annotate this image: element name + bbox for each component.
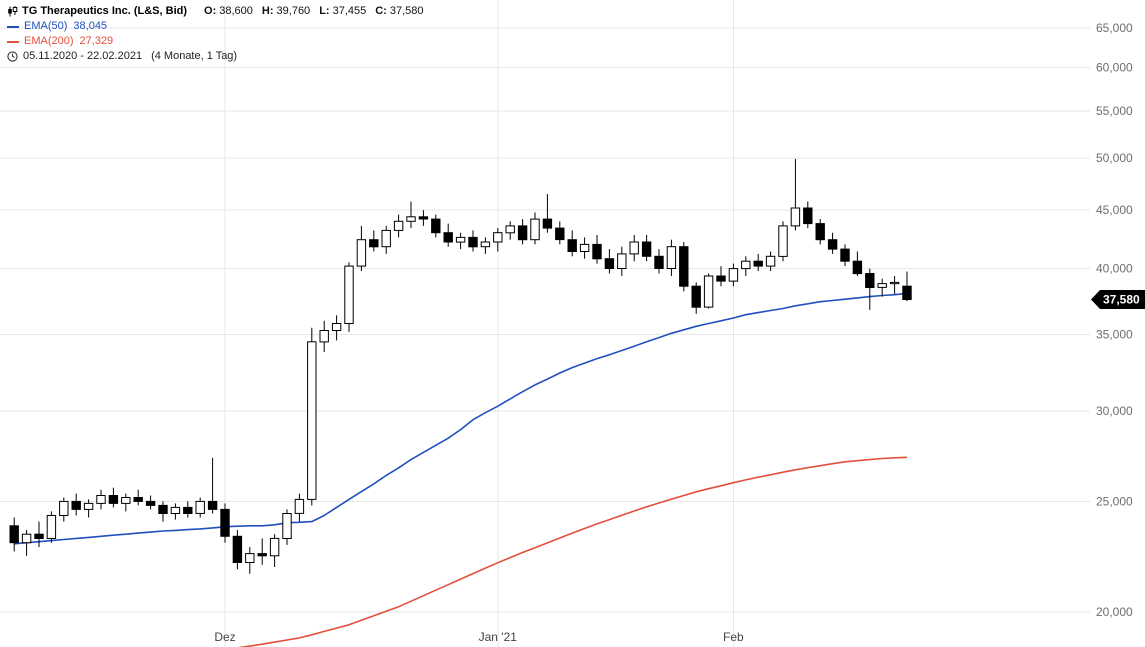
high-label: H:: [261, 5, 274, 17]
low-value: 37,455: [332, 5, 367, 17]
svg-text:Dez: Dez: [214, 630, 235, 644]
ema200-line: [238, 456, 908, 647]
svg-text:50,000: 50,000: [1096, 151, 1133, 165]
ema200-color-swatch: [7, 40, 19, 43]
ema50-line: [14, 292, 908, 545]
ema200-label: EMA(200): [24, 35, 74, 47]
candles-layer: [9, 159, 912, 574]
candlestick-icon: [7, 6, 18, 17]
x-axis-labels: Dez Jan '21 Feb: [214, 630, 744, 644]
svg-text:45,000: 45,000: [1096, 203, 1133, 217]
instrument-name: TG Therapeutics Inc. (L&S, Bid): [22, 5, 188, 17]
ema50-value: 38,045: [73, 20, 108, 32]
title-row: TG Therapeutics Inc. (L&S, Bid) O: 38,600…: [7, 6, 424, 17]
svg-text:40,000: 40,000: [1096, 262, 1133, 276]
chart-header: TG Therapeutics Inc. (L&S, Bid) O: 38,600…: [7, 6, 424, 66]
last-price-value: 37,580: [1103, 293, 1140, 307]
date-range-detail: (4 Monate, 1 Tag): [151, 50, 238, 62]
svg-text:Feb: Feb: [723, 630, 744, 644]
svg-text:25,000: 25,000: [1096, 494, 1133, 508]
open-value: 38,600: [219, 5, 253, 17]
svg-text:55,000: 55,000: [1096, 104, 1133, 118]
svg-text:20,000: 20,000: [1096, 605, 1133, 619]
ema200-value: 27,329: [79, 35, 114, 47]
legend-ema200: EMA(200) 27,329: [7, 36, 424, 47]
date-range-row: 05.11.2020 - 22.02.2021 (4 Monate, 1 Tag…: [7, 51, 424, 62]
close-label: C:: [375, 5, 387, 17]
ohlc-values: O: 38,600 H: 39,760 L: 37,455 C: 37,580: [195, 6, 423, 17]
last-price-tag: 37,580: [1091, 290, 1145, 309]
svg-text:30,000: 30,000: [1096, 404, 1133, 418]
high-value: 39,760: [276, 5, 311, 17]
ema50-label: EMA(50): [24, 20, 68, 32]
date-range: 05.11.2020 - 22.02.2021: [23, 50, 143, 62]
grid-layer: [0, 0, 1090, 647]
clock-icon: [7, 51, 18, 62]
y-axis-labels: 20,000 25,000 30,000 35,000 40,000 45,000 50,0…: [1096, 21, 1133, 619]
open-label: O:: [204, 5, 217, 17]
close-value: 37,580: [389, 5, 424, 17]
ema50-color-swatch: [7, 25, 19, 28]
svg-text:Jan '21: Jan '21: [479, 630, 518, 644]
svg-text:60,000: 60,000: [1096, 61, 1133, 75]
svg-text:35,000: 35,000: [1096, 328, 1133, 342]
legend-ema50: EMA(50) 38,045: [7, 21, 424, 32]
low-label: L:: [319, 5, 330, 17]
svg-text:65,000: 65,000: [1096, 21, 1133, 35]
